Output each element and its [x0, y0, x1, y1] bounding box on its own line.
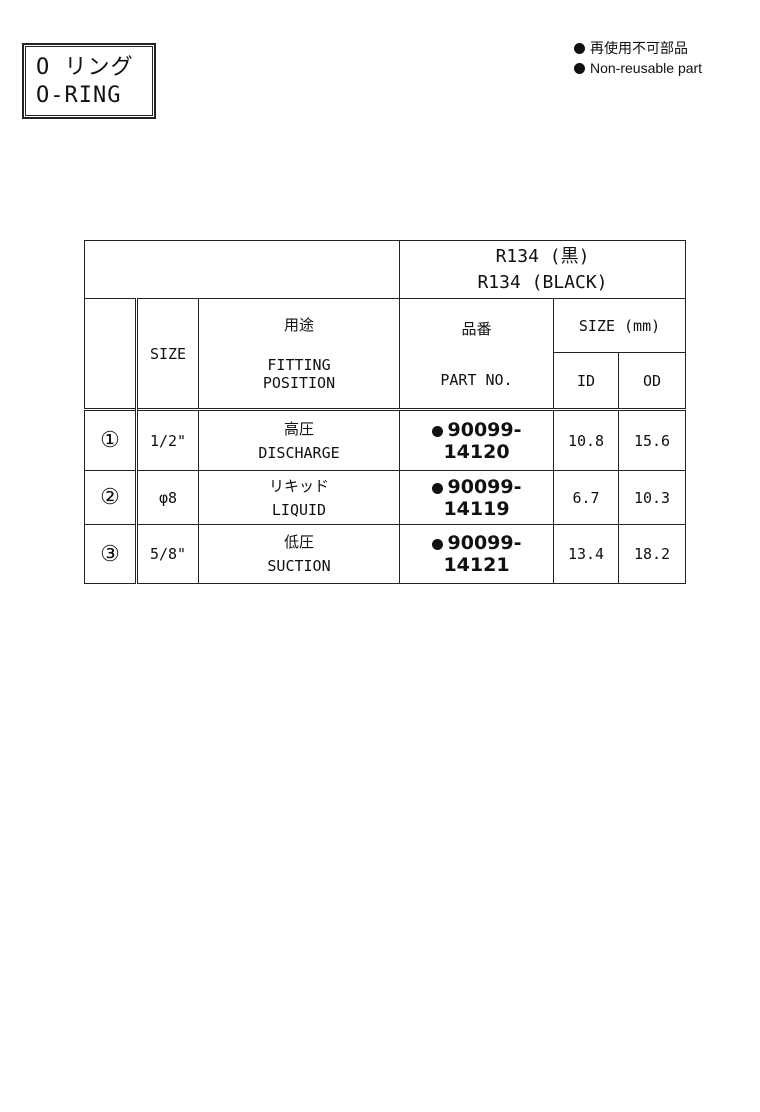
filled-circle-icon	[574, 43, 585, 54]
header-od: OD	[618, 352, 686, 410]
filled-circle-icon	[574, 63, 585, 74]
non-reusable-icon	[431, 425, 443, 437]
legend: 再使用不可部品 Non-reusable part	[574, 38, 702, 78]
table-row: ② φ8 リキッド LIQUID 90099-14119 6.7 10.3	[84, 470, 686, 525]
title-jp: O リング	[36, 55, 134, 80]
legend-en: Non-reusable part	[590, 60, 703, 76]
title-en: O-RING	[36, 83, 122, 108]
header-fitting: 用途 FITTING POSITION	[198, 298, 400, 410]
table-row: ③ 5/8" 低圧 SUCTION 90099-14121 13.4 18.2	[84, 524, 686, 584]
non-reusable-icon	[431, 539, 443, 550]
header-id: ID	[553, 352, 619, 410]
legend-jp: 再使用不可部品	[590, 40, 688, 56]
header-part: 品番 PART NO.	[399, 298, 554, 410]
non-reusable-icon	[431, 482, 443, 494]
header-size-mm: SIZE (mm)	[553, 298, 686, 353]
header-size: SIZE	[135, 298, 199, 410]
parts-table: R134 (黒) R134 (BLACK) SIZE 用途 FITTING POSIT…	[84, 240, 686, 584]
table-row: ① 1/2" 高圧 DISCHARGE 90099-14120 10.8 15.6	[84, 408, 686, 471]
title-box: O リング O-RING	[22, 43, 156, 119]
group-header: R134 (黒) R134 (BLACK)	[399, 240, 686, 299]
